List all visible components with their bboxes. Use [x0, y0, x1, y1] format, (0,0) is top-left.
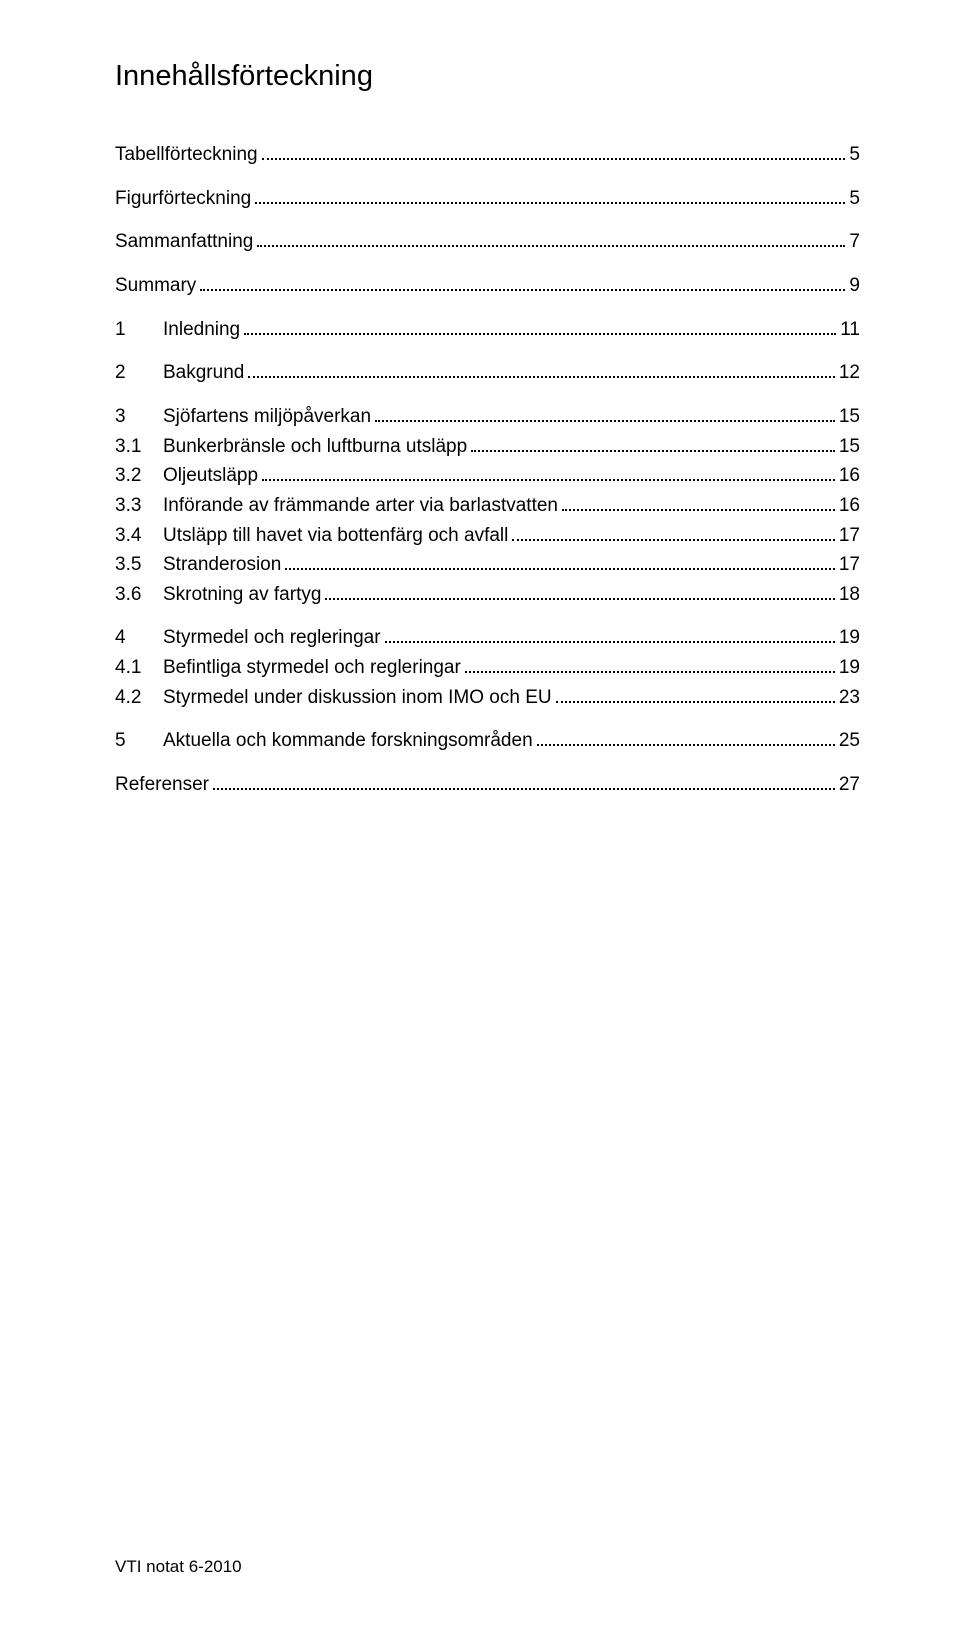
toc-gap [115, 258, 860, 272]
toc-entry-page: 17 [839, 551, 860, 579]
toc-leader [556, 684, 835, 703]
toc-leader [244, 316, 836, 335]
toc-entry-page: 16 [839, 462, 860, 490]
toc-row: 3.1Bunkerbränsle och luftburna utsläpp 15 [115, 432, 860, 460]
toc-leader [200, 272, 845, 291]
toc-leader [375, 403, 835, 422]
toc-entry-number: 3.4 [115, 522, 163, 550]
toc-entry-number: 2 [115, 359, 163, 387]
toc-leader [213, 771, 835, 790]
toc-row: Figurförteckning 5 [115, 185, 860, 213]
toc-row: 1Inledning 11 [115, 316, 860, 344]
table-of-contents: Tabellförteckning 5 Figurförteckning 5 Samma… [115, 141, 860, 799]
toc-leader [248, 359, 835, 378]
toc-entry-number: 5 [115, 727, 163, 755]
toc-row: 3.4Utsläpp till havet via bottenfärg och… [115, 521, 860, 549]
toc-entry-text: Tabellförteckning [115, 141, 258, 169]
toc-entry-page: 7 [849, 228, 860, 256]
toc-entry-page: 5 [849, 141, 860, 169]
toc-entry-text: Oljeutsläpp [163, 462, 258, 490]
toc-gap [115, 302, 860, 316]
toc-entry-page: 23 [839, 684, 860, 712]
toc-leader [255, 185, 845, 204]
document-page: Innehållsförteckning Tabellförteckning5F… [0, 0, 960, 1635]
toc-entry-number: 3.6 [115, 581, 163, 609]
toc-row: 3.5Stranderosion 17 [115, 551, 860, 579]
toc-row: 5Aktuella och kommande forskningsområden… [115, 727, 860, 755]
toc-row: 2Bakgrund 12 [115, 359, 860, 387]
toc-leader [262, 141, 846, 160]
toc-entry-page: 17 [839, 522, 860, 550]
toc-entry-page: 27 [839, 771, 860, 799]
toc-row: 3.6Skrotning av fartyg 18 [115, 581, 860, 609]
toc-entry-text: Bakgrund [163, 359, 244, 387]
toc-entry-page: 5 [849, 185, 860, 213]
toc-row: 3.3Införande av främmande arter via barl… [115, 492, 860, 520]
toc-entry-text: Införande av främmande arter via barlast… [163, 492, 558, 520]
toc-leader [385, 624, 835, 643]
toc-entry-number: 4.2 [115, 684, 163, 712]
toc-entry-page: 19 [839, 654, 860, 682]
toc-entry-text: Befintliga styrmedel och regleringar [163, 654, 461, 682]
toc-entry-text: Referenser [115, 771, 209, 799]
toc-row: Sammanfattning 7 [115, 228, 860, 256]
toc-leader [562, 492, 835, 511]
toc-entry-text: Styrmedel och regleringar [163, 624, 381, 652]
toc-leader [465, 654, 835, 673]
toc-row: Summary 9 [115, 272, 860, 300]
toc-row: 4Styrmedel och regleringar 19 [115, 624, 860, 652]
toc-entry-text: Aktuella och kommande forskningsområden [163, 727, 533, 755]
toc-entry-number: 4 [115, 624, 163, 652]
toc-entry-number: 3.5 [115, 551, 163, 579]
toc-entry-text: Figurförteckning [115, 185, 251, 213]
toc-entry-text: Stranderosion [163, 551, 281, 579]
toc-entry-text: Summary [115, 272, 196, 300]
toc-entry-page: 16 [839, 492, 860, 520]
toc-leader [325, 581, 834, 600]
toc-row: Tabellförteckning 5 [115, 141, 860, 169]
toc-entry-number: 3.1 [115, 433, 163, 461]
toc-entry-page: 11 [840, 316, 860, 344]
toc-entry-text: Bunkerbränsle och luftburna utsläpp [163, 433, 467, 461]
toc-row: 4.2Styrmedel under diskussion inom IMO o… [115, 684, 860, 712]
toc-leader [471, 432, 835, 451]
toc-gap [115, 389, 860, 403]
toc-entry-text: Sammanfattning [115, 228, 253, 256]
toc-gap [115, 757, 860, 771]
toc-entry-page: 9 [849, 272, 860, 300]
toc-entry-text: Utsläpp till havet via bottenfärg och av… [163, 522, 508, 550]
toc-gap [115, 171, 860, 185]
toc-gap [115, 713, 860, 727]
toc-entry-number: 3.3 [115, 492, 163, 520]
toc-entry-page: 19 [839, 624, 860, 652]
toc-entry-text: Inledning [163, 316, 240, 344]
toc-entry-page: 25 [839, 727, 860, 755]
toc-entry-number: 3 [115, 403, 163, 431]
footer-text: VTI notat 6-2010 [115, 1557, 242, 1577]
toc-leader [257, 228, 845, 247]
toc-entry-page: 12 [839, 359, 860, 387]
toc-leader [262, 462, 835, 481]
toc-row: 4.1Befintliga styrmedel och regleringar 1… [115, 654, 860, 682]
toc-entry-text: Sjöfartens miljöpåverkan [163, 403, 371, 431]
toc-leader [285, 551, 835, 570]
toc-entry-number: 1 [115, 316, 163, 344]
toc-entry-page: 15 [839, 433, 860, 461]
toc-entry-page: 18 [839, 581, 860, 609]
toc-entry-number: 3.2 [115, 462, 163, 490]
toc-row: 3.2Oljeutsläpp 16 [115, 462, 860, 490]
toc-gap [115, 610, 860, 624]
toc-entry-text: Styrmedel under diskussion inom IMO och … [163, 684, 552, 712]
toc-gap [115, 345, 860, 359]
page-title: Innehållsförteckning [115, 60, 860, 93]
toc-leader [537, 727, 835, 746]
toc-leader [512, 521, 835, 540]
toc-entry-page: 15 [839, 403, 860, 431]
toc-row: Referenser 27 [115, 771, 860, 799]
toc-gap [115, 214, 860, 228]
toc-row: 3Sjöfartens miljöpåverkan 15 [115, 403, 860, 431]
toc-entry-text: Skrotning av fartyg [163, 581, 321, 609]
toc-entry-number: 4.1 [115, 654, 163, 682]
